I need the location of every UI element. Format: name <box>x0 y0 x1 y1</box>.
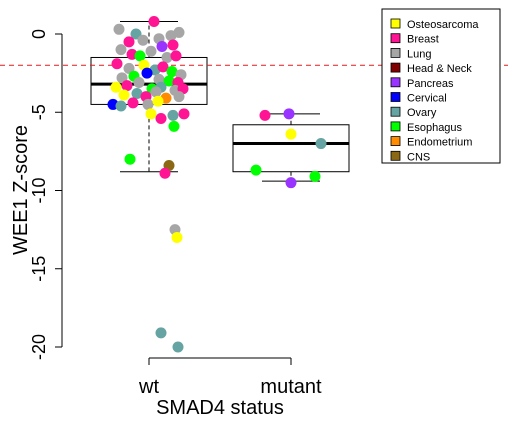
data-point <box>170 50 182 62</box>
data-point <box>156 41 168 53</box>
data-point <box>124 153 136 165</box>
data-point <box>250 164 262 176</box>
data-point <box>134 50 146 62</box>
data-point <box>115 100 127 112</box>
data-point <box>116 72 128 84</box>
legend: Osteosarcoma Breast Lung Head & Neck Pancrea… <box>381 8 501 164</box>
data-point <box>285 177 297 189</box>
data-point <box>137 34 149 46</box>
data-point <box>113 23 125 35</box>
data-point <box>168 120 180 132</box>
data-point <box>148 15 160 27</box>
legend-label: Lung <box>407 48 431 60</box>
data-point <box>159 167 171 179</box>
data-point <box>130 28 142 40</box>
y-tick-label: -20 <box>29 334 49 360</box>
data-point <box>141 67 153 79</box>
data-point <box>167 109 179 121</box>
data-point <box>155 113 167 125</box>
data-point <box>173 91 185 103</box>
data-point <box>315 138 327 150</box>
data-point <box>123 62 135 74</box>
data-point <box>133 77 145 89</box>
data-point <box>157 61 169 73</box>
data-point <box>172 341 184 353</box>
legend-swatch <box>390 150 401 161</box>
data-point <box>121 80 133 92</box>
box-iqr <box>232 124 350 173</box>
data-point <box>131 87 143 99</box>
y-tick-label: -15 <box>29 256 49 282</box>
legend-swatch <box>390 77 401 88</box>
plot-area <box>0 15 508 353</box>
legend-swatch <box>390 136 401 147</box>
legend-label: Endometrium <box>407 137 472 149</box>
legend-swatch <box>390 62 401 73</box>
data-point <box>163 75 175 87</box>
legend-label: Ovary <box>407 107 437 119</box>
y-axis-label: WEE1 Z-score <box>10 125 32 255</box>
data-point <box>309 170 321 182</box>
data-point <box>111 58 123 70</box>
legend-swatch <box>390 92 401 102</box>
x-axis-label: SMAD4 status <box>156 397 284 419</box>
legend-swatch <box>390 48 401 58</box>
data-point <box>173 26 185 38</box>
y-tick-label: 0 <box>29 29 49 39</box>
data-point <box>178 108 190 120</box>
legend-label: Head & Neck <box>407 63 472 75</box>
data-point <box>155 327 167 339</box>
data-point <box>167 39 179 51</box>
data-point <box>110 81 122 93</box>
y-tick-label: -5 <box>29 104 49 120</box>
legend-label: Breast <box>407 34 439 46</box>
legend-label: CNS <box>407 151 430 163</box>
data-point <box>152 95 164 107</box>
legend-label: Osteosarcoma <box>407 19 479 31</box>
data-point <box>283 108 295 120</box>
axes: 0 -5 -10 -15 -20 wt mutant <box>29 29 322 398</box>
data-point <box>145 108 157 120</box>
box-mutant <box>232 113 350 182</box>
data-point <box>115 44 127 56</box>
data-point <box>123 36 135 48</box>
legend-box <box>381 8 501 164</box>
data-point <box>145 45 157 57</box>
data-point <box>161 51 173 63</box>
x-tick-label: wt <box>138 376 159 398</box>
legend-swatch <box>390 106 401 117</box>
data-point <box>166 66 178 78</box>
legend-label: Pancreas <box>407 78 454 90</box>
data-point <box>127 97 139 109</box>
legend-swatch <box>390 121 401 132</box>
data-point <box>171 231 183 243</box>
legend-swatch <box>390 33 401 44</box>
legend-label: Esophagus <box>407 122 463 134</box>
x-tick-label: mutant <box>260 376 322 398</box>
data-point <box>150 86 162 98</box>
data-point <box>285 128 297 140</box>
legend-swatch <box>390 18 401 29</box>
data-point <box>259 109 271 121</box>
data-point <box>142 98 154 110</box>
legend-label: Cervical <box>407 93 447 105</box>
data-point <box>118 89 130 101</box>
y-tick-label: -10 <box>29 177 49 203</box>
